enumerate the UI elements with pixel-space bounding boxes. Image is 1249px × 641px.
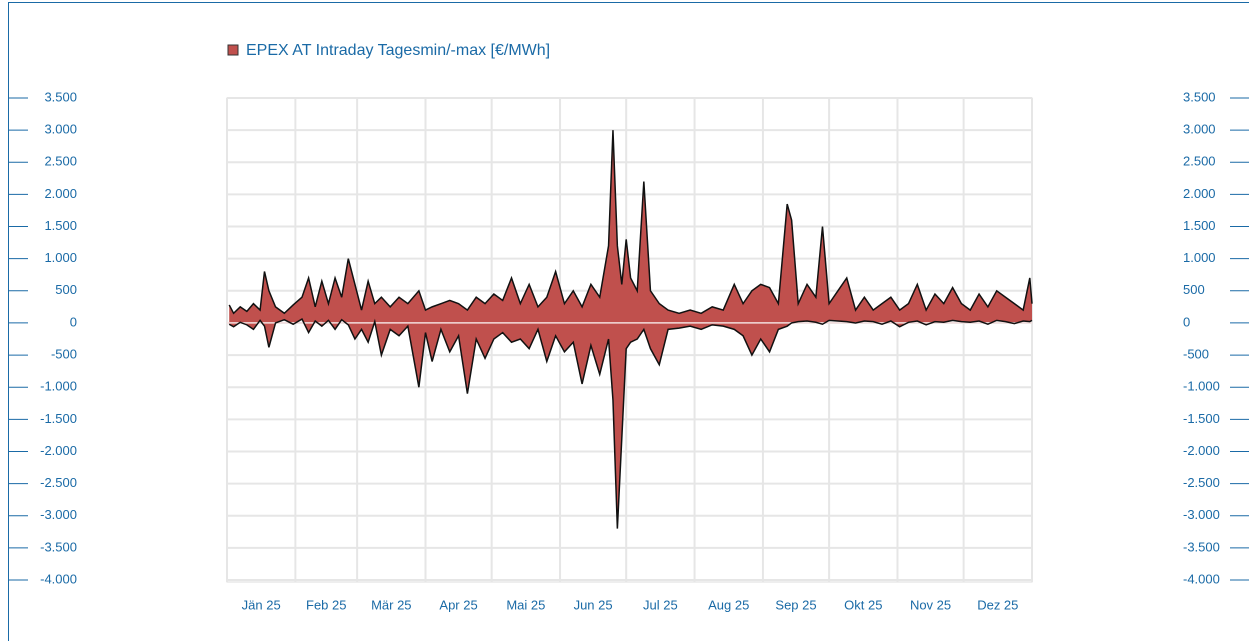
y2-tick-label: -1.500 (1183, 411, 1220, 426)
x-tick-label: Aug 25 (708, 597, 749, 612)
x-tick-label: Mai 25 (506, 597, 545, 612)
y-tick-label: 1.000 (44, 250, 77, 265)
frame (8, 2, 1249, 641)
x-tick-label: Feb 25 (306, 597, 346, 612)
y-tick-label: 1.500 (44, 218, 77, 233)
x-tick-label: Jun 25 (574, 597, 613, 612)
x-tick-label: Mär 25 (371, 597, 411, 612)
y-tick-label: 2.000 (44, 186, 77, 201)
y-tick-label: 2.500 (44, 154, 77, 169)
max-line (228, 130, 1033, 315)
y2-tick-label: 500 (1183, 282, 1205, 297)
y-tick-label: -4.000 (40, 571, 77, 586)
y2-tick-label: -4.000 (1183, 571, 1220, 586)
legend-label: EPEX AT Intraday Tagesmin/-max [€/MWh] (246, 42, 550, 59)
range-band (229, 130, 1033, 529)
y-tick-label: 3.500 (44, 89, 77, 104)
y2-tick-label: 1.500 (1183, 218, 1216, 233)
y2-tick-label: -500 (1183, 347, 1209, 362)
y2-tick-label: 3.000 (1183, 122, 1216, 137)
y-tick-label: -2.500 (40, 475, 77, 490)
x-tick-label: Apr 25 (439, 597, 477, 612)
x-tick-label: Okt 25 (844, 597, 882, 612)
x-tick-label: Jän 25 (242, 597, 281, 612)
min-line (228, 318, 1033, 529)
y-tick-label: -1.000 (40, 379, 77, 394)
legend-swatch (227, 44, 239, 56)
y2-tick-label: -3.500 (1183, 539, 1220, 554)
y2-tick-label: -1.000 (1183, 379, 1220, 394)
y2-tick-label: -2.500 (1183, 475, 1220, 490)
y2-tick-label: -3.000 (1183, 507, 1220, 522)
y2-tick-label: 3.500 (1183, 89, 1216, 104)
y-tick-label: -3.000 (40, 507, 77, 522)
y-tick-label: 3.000 (44, 122, 77, 137)
x-tick-label: Jul 25 (643, 597, 678, 612)
x-tick-label: Dez 25 (977, 597, 1018, 612)
x-tick-label: Sep 25 (775, 597, 816, 612)
y-tick-label: -2.000 (40, 443, 77, 458)
y-tick-label: -1.500 (40, 411, 77, 426)
y-tick-label: -500 (51, 347, 77, 362)
x-tick-label: Nov 25 (910, 597, 951, 612)
y-tick-label: 0 (70, 314, 77, 329)
y2-tick-label: 0 (1183, 314, 1190, 329)
y2-tick-label: 2.500 (1183, 154, 1216, 169)
y2-tick-label: 2.000 (1183, 186, 1216, 201)
y2-tick-label: 1.000 (1183, 250, 1216, 265)
y-tick-label: -3.500 (40, 539, 77, 554)
y2-tick-label: -2.000 (1183, 443, 1220, 458)
y-tick-label: 500 (55, 282, 77, 297)
